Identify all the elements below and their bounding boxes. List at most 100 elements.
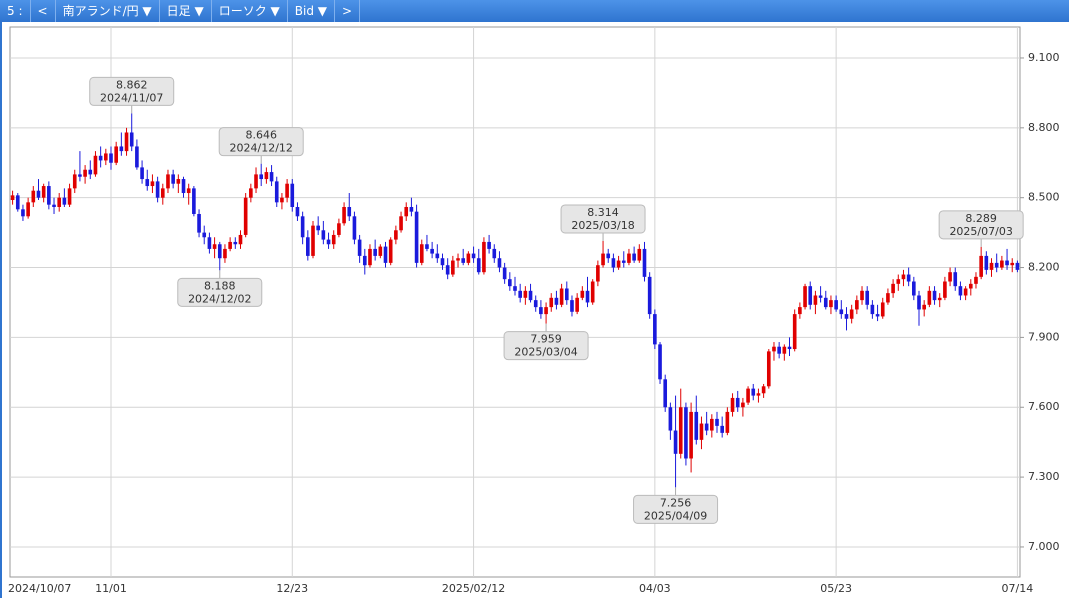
candle-body: [52, 204, 56, 207]
candle-body: [280, 197, 284, 203]
candle-body: [15, 195, 20, 210]
side-select[interactable]: Bid ▼: [288, 0, 335, 22]
annotation-date: 2025/04/09: [644, 509, 707, 522]
candle-body: [285, 183, 289, 198]
candle-body: [642, 248, 647, 277]
candle-body: [710, 418, 714, 431]
candle-body: [989, 262, 994, 270]
candle-body: [145, 179, 150, 187]
next-button[interactable]: >: [335, 0, 361, 22]
period-select[interactable]: 日足 ▼: [160, 0, 212, 22]
candle-body: [482, 241, 486, 273]
candle-body: [461, 258, 466, 263]
candle-body: [306, 237, 310, 256]
candle-body: [31, 190, 36, 203]
candle-body: [554, 297, 559, 305]
candle-body: [958, 286, 963, 296]
candle-body: [62, 197, 67, 205]
candle-body: [647, 276, 652, 315]
candle-body: [72, 174, 77, 189]
y-tick-label: 7.300: [1028, 470, 1060, 483]
candle-body: [715, 418, 719, 426]
candle-body: [580, 290, 585, 298]
annotation-date: 2025/03/04: [514, 346, 577, 359]
candle-body: [606, 253, 611, 259]
candle-body: [166, 174, 170, 189]
candle-body: [559, 288, 564, 305]
candle-body: [668, 407, 673, 431]
candle-body: [119, 146, 124, 152]
candle-body: [751, 388, 756, 396]
candle-body: [1000, 260, 1004, 268]
candle-body: [342, 206, 346, 224]
candle-body: [300, 216, 305, 238]
prev-button[interactable]: <: [31, 0, 56, 22]
candle-body: [176, 179, 181, 184]
candle-body: [186, 188, 191, 194]
candle-body: [875, 314, 880, 317]
candle-body: [383, 246, 388, 263]
candle-body: [78, 174, 82, 177]
annotation-box: [89, 76, 175, 106]
candle-body: [140, 167, 144, 180]
candle-body: [730, 397, 735, 412]
candle-body: [829, 300, 833, 308]
candle-body: [513, 286, 517, 291]
candle-body: [564, 288, 569, 301]
candle-body: [937, 297, 942, 301]
candle-body: [321, 230, 326, 240]
candle-body: [373, 248, 377, 256]
candle-body: [171, 174, 175, 184]
x-tick-label: 05/23: [820, 582, 852, 595]
annotation-box: [633, 494, 719, 524]
candle-body: [440, 258, 445, 266]
candle-body: [823, 297, 828, 308]
toolbar: 5 : < 南アランド/円 ▼ 日足 ▼ ローソク ▼ Bid ▼ >: [0, 0, 1069, 22]
candle-body: [632, 253, 636, 261]
y-tick-label: 7.000: [1028, 540, 1060, 553]
style-select[interactable]: ローソク ▼: [212, 0, 288, 22]
candle-body: [684, 407, 688, 459]
candle-body: [1005, 260, 1009, 266]
candle-body: [533, 300, 538, 308]
candle-body: [849, 309, 854, 319]
candle-body: [917, 295, 921, 310]
candle-body: [233, 241, 238, 245]
candle-body: [834, 300, 838, 310]
candle-body: [896, 279, 901, 284]
candle-body: [663, 379, 668, 408]
candle-body: [155, 181, 160, 198]
candle-body: [114, 146, 118, 163]
candle-body: [212, 244, 217, 249]
x-tick-label: 2025/02/12: [442, 582, 505, 595]
candle-body: [886, 293, 890, 303]
candle-body: [601, 253, 605, 266]
annotation-box: [218, 127, 304, 157]
candle-body: [368, 248, 372, 266]
candle-body: [150, 181, 155, 187]
x-tick-label: 2024/10/07: [8, 582, 71, 595]
candle-body: [223, 248, 227, 259]
candle-body: [192, 188, 196, 214]
candle-body: [394, 230, 398, 240]
pair-select[interactable]: 南アランド/円 ▼: [56, 0, 160, 22]
candle-body: [699, 423, 704, 440]
candle-body: [891, 283, 895, 294]
candle-body: [202, 232, 207, 238]
candle-body: [880, 302, 885, 317]
page-number: 5 :: [0, 0, 31, 22]
candle-body: [792, 314, 797, 350]
candle-body: [316, 225, 320, 231]
candle-body: [689, 411, 693, 459]
candle-body: [813, 295, 818, 305]
candle-body: [67, 188, 72, 205]
candle-body: [207, 237, 212, 249]
candle-body: [352, 216, 357, 240]
candle-body: [404, 206, 409, 217]
y-tick-label: 8.200: [1028, 261, 1060, 274]
candle-body: [611, 258, 616, 268]
candle-body: [994, 262, 999, 268]
candle-body: [445, 265, 450, 275]
candle-body: [720, 425, 724, 433]
